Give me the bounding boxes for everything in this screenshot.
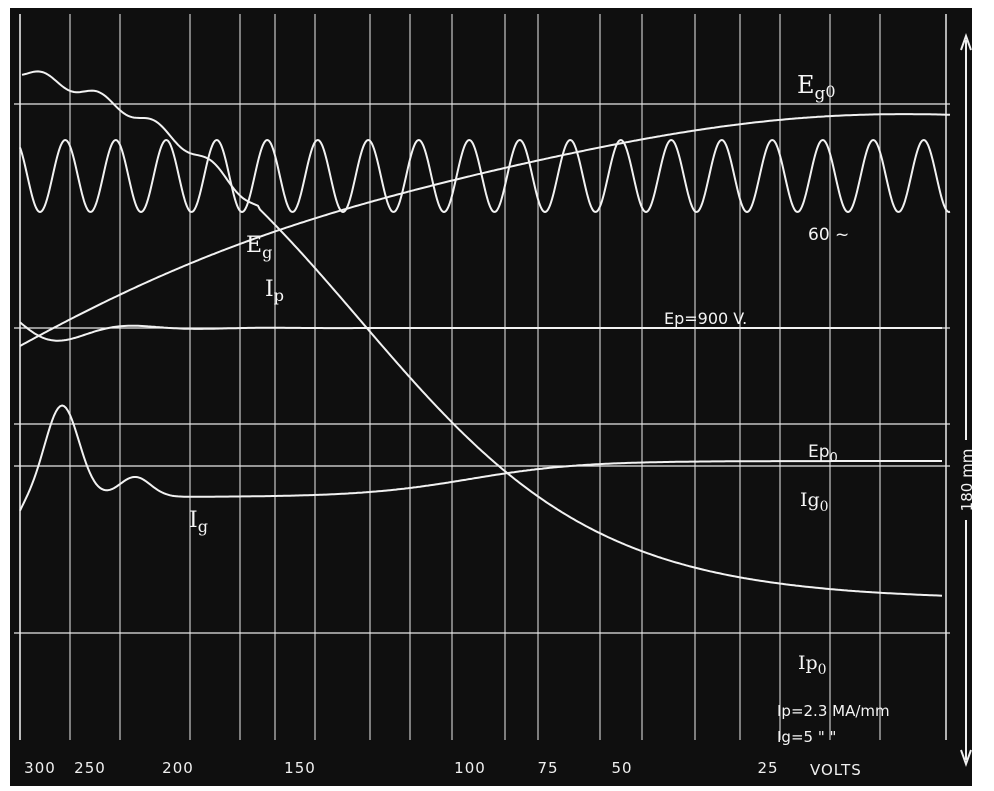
- label-eg0: Eg0: [797, 71, 836, 104]
- x-tick-label: 300: [24, 759, 56, 777]
- traces: [19, 70, 951, 597]
- tick-labels: 300 250 200 150 100 75 50 25: [24, 759, 778, 777]
- x-tick-label: 100: [454, 759, 486, 777]
- scale-note-ig: Ig=5 " ": [777, 728, 836, 746]
- grid: [14, 14, 950, 740]
- x-tick-label: 250: [74, 759, 106, 777]
- x-unit-label: VOLTS: [810, 761, 862, 779]
- label-ep-900: Ep=900 V.: [664, 309, 747, 328]
- label-ip0: Ip0: [798, 652, 827, 678]
- y-scale-arrow: [960, 33, 972, 767]
- y-scale-label: 180 mm: [958, 449, 976, 512]
- scale-note-ip: Ip=2.3 MA/mm: [777, 702, 890, 720]
- trace-ig: [19, 404, 942, 512]
- trace-ep: [19, 321, 942, 342]
- label-ig: Ig: [189, 508, 208, 536]
- x-tick-label: 50: [611, 759, 632, 777]
- x-tick-label: 75: [537, 759, 558, 777]
- label-ep0: Ep0: [808, 442, 838, 466]
- x-tick-label: 150: [284, 759, 316, 777]
- plot-background: [10, 8, 972, 786]
- trace-60-cycle: [19, 139, 951, 213]
- trace-ip: [21, 70, 943, 597]
- trace-eg: [19, 113, 951, 347]
- label-eg: Eg: [246, 233, 272, 262]
- label-60-cycles: 60 ~: [808, 225, 849, 245]
- label-ip: Ip: [265, 277, 284, 305]
- label-ig0: Ig0: [800, 489, 829, 515]
- x-tick-label: 200: [162, 759, 194, 777]
- x-tick-label: 25: [757, 759, 778, 777]
